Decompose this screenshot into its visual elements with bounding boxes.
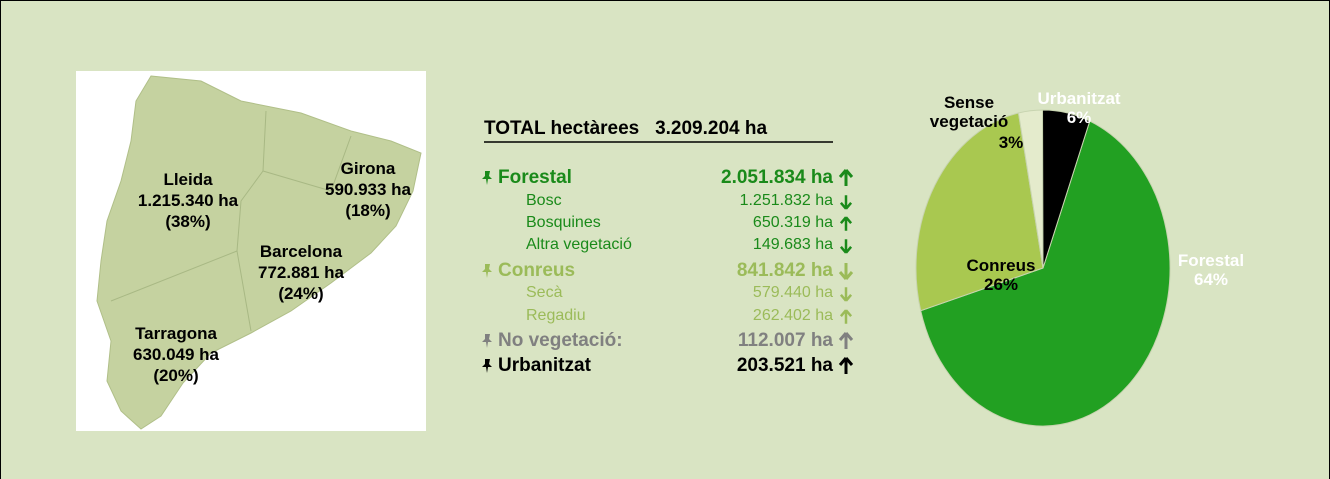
- pin-icon: [482, 359, 492, 373]
- pie-category: Forestal: [1156, 251, 1266, 270]
- pie-value-label: 64%: [1156, 270, 1266, 289]
- trend-arrow: [840, 263, 852, 279]
- row-value: 1.251.832 ha: [740, 192, 833, 210]
- row-name: Forestal: [498, 167, 572, 189]
- row-name: Urbanitzat: [498, 355, 591, 377]
- row-value: 650.319 ha: [753, 214, 833, 232]
- pin-icon: [482, 264, 492, 278]
- table-title: TOTAL hectàrees 3.209.204 ha: [484, 118, 767, 140]
- trend-arrow: [840, 170, 852, 186]
- pin-icon: [482, 334, 492, 348]
- page: TOTAL hectàrees 3.209.204 ha Lleida1.215…: [0, 0, 1330, 479]
- pie-value-label: 6%: [1024, 108, 1134, 127]
- row-value: 579.440 ha: [753, 284, 833, 302]
- trend-arrow: [841, 195, 851, 209]
- region-name: Girona: [298, 158, 438, 179]
- row-name: Bosquines: [526, 214, 601, 232]
- row-value: 203.521 ha: [737, 355, 833, 377]
- region-area: 1.215.340 ha: [118, 190, 258, 211]
- pie-category: Conreus: [946, 256, 1056, 275]
- graphics: [1, 1, 1329, 479]
- pie-label: Sense vegetació 3%: [921, 93, 1031, 152]
- region-name: Tarragona: [106, 323, 246, 344]
- row-name: Conreus: [498, 260, 575, 282]
- row-value: 841.842 ha: [737, 260, 833, 282]
- title-label: TOTAL hectàrees: [484, 118, 639, 139]
- pie-value-label: 26%: [946, 275, 1056, 294]
- trend-arrow: [840, 333, 852, 349]
- row-value: 262.402 ha: [753, 307, 833, 325]
- row-name: No vegetació:: [498, 330, 623, 352]
- row-value: 149.683 ha: [753, 236, 833, 254]
- title-value: 3.209.204 ha: [655, 118, 767, 139]
- region-area: 590.933 ha: [298, 179, 438, 200]
- region-share: (18%): [298, 200, 438, 221]
- trend-arrow: [840, 358, 852, 374]
- row-name: Secà: [526, 284, 562, 302]
- region-share: (24%): [231, 283, 371, 304]
- region-name: Lleida: [118, 169, 258, 190]
- row-name: Altra vegetació: [526, 236, 632, 254]
- trend-arrow: [841, 287, 851, 301]
- region-share: (38%): [118, 211, 258, 232]
- row-name: Bosc: [526, 192, 562, 210]
- trend-arrow: [841, 239, 851, 253]
- trend-arrow: [841, 217, 851, 231]
- trend-arrow: [841, 310, 851, 324]
- pin-icon: [482, 171, 492, 185]
- region-area: 772.881 ha: [231, 262, 371, 283]
- pie-category: Sense vegetació: [929, 93, 1009, 131]
- pie-value-label: 3%: [991, 133, 1031, 152]
- region-share: (20%): [106, 365, 246, 386]
- region-name: Barcelona: [231, 241, 371, 262]
- row-value: 2.051.834 ha: [721, 167, 833, 189]
- region-area: 630.049 ha: [106, 344, 246, 365]
- row-value: 112.007 ha: [738, 330, 833, 352]
- pie-category: Urbanitzat: [1024, 89, 1134, 108]
- row-name: Regadiu: [526, 307, 586, 325]
